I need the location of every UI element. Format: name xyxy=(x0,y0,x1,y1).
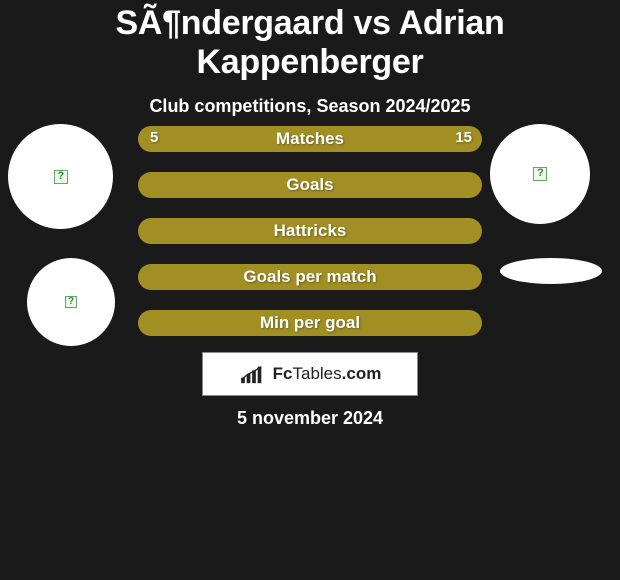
stat-bar-matches: 5 Matches 15 xyxy=(138,126,482,152)
bar-chart-icon xyxy=(239,363,269,385)
comparison-bars: 5 Matches 15 Goals Hattricks Goals per m… xyxy=(138,126,482,356)
stat-value-left: 5 xyxy=(150,129,158,146)
club-right-ellipse xyxy=(500,258,602,284)
stat-bar-hattricks: Hattricks xyxy=(138,218,482,244)
player-right-avatar xyxy=(490,124,590,224)
date-text: 5 november 2024 xyxy=(0,408,620,429)
watermark-brand-bold: Fc xyxy=(273,364,293,383)
stat-label: Hattricks xyxy=(274,221,347,241)
watermark-text: FcTables.com xyxy=(273,364,382,384)
image-placeholder-icon xyxy=(54,170,68,184)
page-title: SÃ¶ndergaard vs Adrian Kappenberger xyxy=(0,0,620,82)
subtitle: Club competitions, Season 2024/2025 xyxy=(0,96,620,117)
watermark-brand-suffix: .com xyxy=(342,364,382,383)
stat-bar-min-per-goal: Min per goal xyxy=(138,310,482,336)
stat-label: Matches xyxy=(276,129,344,149)
watermark: FcTables.com xyxy=(202,352,418,396)
stat-value-right: 15 xyxy=(455,129,472,146)
watermark-brand-light: Tables xyxy=(293,364,342,383)
image-placeholder-icon xyxy=(533,167,547,181)
stat-bar-goals-per-match: Goals per match xyxy=(138,264,482,290)
stat-label: Goals per match xyxy=(243,267,376,287)
stat-bar-right-fill xyxy=(224,126,482,152)
image-placeholder-icon xyxy=(65,296,77,308)
stat-bar-goals: Goals xyxy=(138,172,482,198)
stat-label: Min per goal xyxy=(260,313,360,333)
player-left-avatar xyxy=(8,124,113,229)
stat-label: Goals xyxy=(286,175,333,195)
club-left-avatar xyxy=(27,258,115,346)
